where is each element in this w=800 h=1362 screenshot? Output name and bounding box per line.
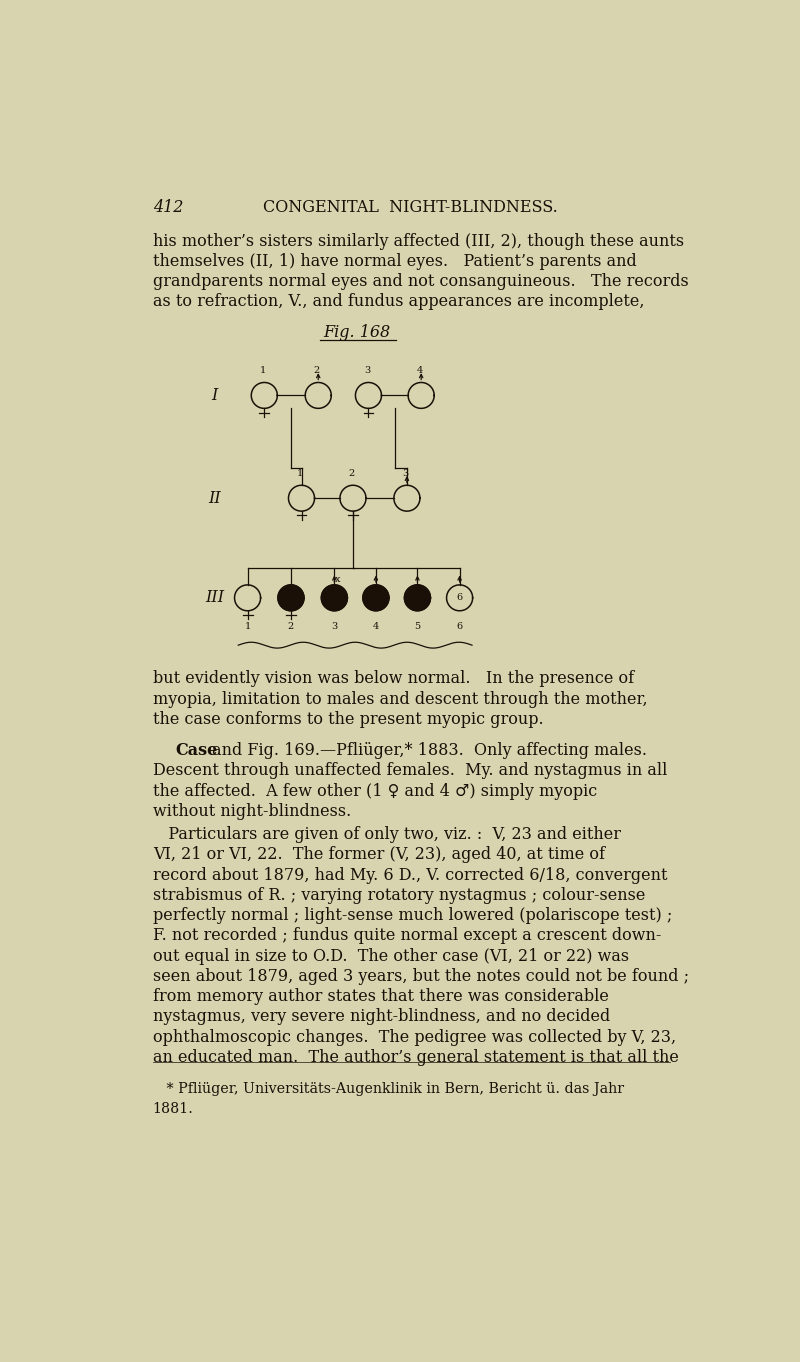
Text: 4: 4: [417, 366, 423, 376]
Text: perfectly normal ; light-sense much lowered (polariscope test) ;: perfectly normal ; light-sense much lowe…: [153, 907, 672, 925]
Text: 2: 2: [349, 469, 354, 478]
Text: from memory author states that there was considerable: from memory author states that there was…: [153, 987, 609, 1005]
Polygon shape: [405, 584, 430, 610]
Text: 1881.: 1881.: [153, 1102, 194, 1117]
Text: III: III: [205, 590, 224, 606]
Polygon shape: [363, 584, 389, 610]
Text: as to refraction, V., and fundus appearances are incomplete,: as to refraction, V., and fundus appeara…: [153, 293, 644, 311]
Text: 1: 1: [297, 469, 303, 478]
Text: x: x: [335, 575, 341, 583]
Text: 3: 3: [331, 622, 338, 632]
Text: myopia, limitation to males and descent through the mother,: myopia, limitation to males and descent …: [153, 691, 647, 708]
Text: Particulars are given of only two, viz. :  V, 23 and either: Particulars are given of only two, viz. …: [153, 827, 621, 843]
Text: VI, 21 or VI, 22.  The former (V, 23), aged 40, at time of: VI, 21 or VI, 22. The former (V, 23), ag…: [153, 846, 605, 864]
Text: without night-blindness.: without night-blindness.: [153, 804, 351, 820]
Text: and Fig. 169.—Pfliüger,* 1883.  Only affecting males.: and Fig. 169.—Pfliüger,* 1883. Only affe…: [207, 742, 647, 759]
Text: the case conforms to the present myopic group.: the case conforms to the present myopic …: [153, 711, 543, 727]
Text: * Pfliüger, Universitäts-Augenklinik in Bern, Bericht ü. das Jahr: * Pfliüger, Universitäts-Augenklinik in …: [153, 1083, 624, 1096]
Text: record about 1879, had My. 6 D., V. corrected 6/18, convergent: record about 1879, had My. 6 D., V. corr…: [153, 866, 667, 884]
Text: his mother’s sisters similarly affected (III, 2), though these aunts: his mother’s sisters similarly affected …: [153, 233, 684, 249]
Text: CONGENITAL  NIGHT-BLINDNESS.: CONGENITAL NIGHT-BLINDNESS.: [262, 199, 558, 217]
Text: 1: 1: [260, 366, 266, 376]
Text: 3: 3: [364, 366, 370, 376]
Text: 412: 412: [153, 199, 183, 217]
Text: Fig. 168: Fig. 168: [324, 324, 391, 340]
Text: 2: 2: [288, 622, 294, 632]
Text: F. not recorded ; fundus quite normal except a crescent down-: F. not recorded ; fundus quite normal ex…: [153, 928, 661, 944]
Text: but evidently vision was below normal.   In the presence of: but evidently vision was below normal. I…: [153, 670, 634, 688]
Text: seen about 1879, aged 3 years, but the notes could not be found ;: seen about 1879, aged 3 years, but the n…: [153, 968, 689, 985]
Text: 2: 2: [314, 366, 320, 376]
Text: themselves (II, 1) have normal eyes.   Patient’s parents and: themselves (II, 1) have normal eyes. Pat…: [153, 253, 637, 270]
Text: 3: 3: [402, 469, 409, 478]
Text: 6: 6: [457, 594, 462, 602]
Text: out equal in size to O.D.  The other case (VI, 21 or 22) was: out equal in size to O.D. The other case…: [153, 948, 629, 964]
Text: 5: 5: [414, 622, 421, 632]
Text: I: I: [211, 387, 218, 405]
Text: Descent through unaffected females.  My. and nystagmus in all: Descent through unaffected females. My. …: [153, 763, 667, 779]
Polygon shape: [322, 584, 347, 610]
Text: 4: 4: [373, 622, 379, 632]
Text: II: II: [208, 490, 221, 507]
Text: 1: 1: [245, 622, 250, 632]
Text: strabismus of R. ; varying rotatory nystagmus ; colour-sense: strabismus of R. ; varying rotatory nyst…: [153, 887, 645, 904]
Text: grandparents normal eyes and not consanguineous.   The records: grandparents normal eyes and not consang…: [153, 274, 689, 290]
Text: 6: 6: [457, 622, 462, 632]
Text: ophthalmoscopic changes.  The pedigree was collected by V, 23,: ophthalmoscopic changes. The pedigree wa…: [153, 1028, 676, 1046]
Text: the affected.  A few other (1 ♀ and 4 ♂) simply myopic: the affected. A few other (1 ♀ and 4 ♂) …: [153, 783, 597, 799]
Text: an educated man.  The author’s general statement is that all the: an educated man. The author’s general st…: [153, 1049, 678, 1066]
Text: nystagmus, very severe night-blindness, and no decided: nystagmus, very severe night-blindness, …: [153, 1008, 610, 1026]
Text: Case: Case: [175, 742, 218, 759]
Polygon shape: [278, 584, 304, 610]
